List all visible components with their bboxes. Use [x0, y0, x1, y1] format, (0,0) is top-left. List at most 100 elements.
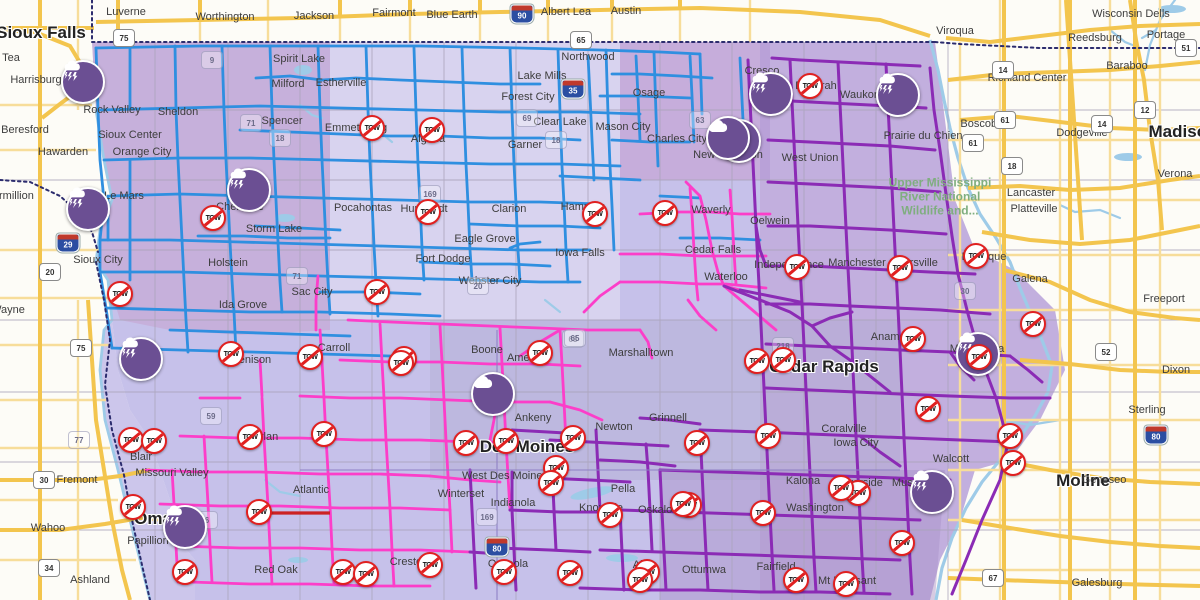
- cloud-marker-circle[interactable]: [706, 116, 750, 160]
- storm-alert-marker[interactable]: [61, 60, 105, 104]
- storm-alert-marker[interactable]: [227, 168, 271, 212]
- storm-marker-circle[interactable]: [227, 168, 271, 212]
- storm-marker-circle[interactable]: [66, 187, 110, 231]
- tow-ban-marker[interactable]: TOW: [670, 491, 696, 517]
- tow-ban-marker[interactable]: TOW: [200, 205, 226, 231]
- tow-ban-icon[interactable]: TOW: [419, 117, 445, 143]
- tow-ban-marker[interactable]: TOW: [997, 423, 1023, 449]
- tow-ban-icon[interactable]: TOW: [353, 561, 379, 587]
- storm-marker-circle[interactable]: [61, 60, 105, 104]
- tow-ban-marker[interactable]: TOW: [364, 279, 390, 305]
- tow-ban-marker[interactable]: TOW: [353, 561, 379, 587]
- tow-ban-icon[interactable]: TOW: [755, 423, 781, 449]
- tow-ban-icon[interactable]: TOW: [107, 281, 133, 307]
- tow-ban-icon[interactable]: TOW: [246, 499, 272, 525]
- tow-ban-icon[interactable]: TOW: [597, 502, 623, 528]
- tow-ban-marker[interactable]: TOW: [493, 428, 519, 454]
- tow-ban-icon[interactable]: TOW: [141, 428, 167, 454]
- tow-ban-marker[interactable]: TOW: [218, 341, 244, 367]
- tow-ban-icon[interactable]: TOW: [359, 115, 385, 141]
- storm-marker-circle[interactable]: [119, 337, 163, 381]
- storm-marker-circle[interactable]: [876, 73, 920, 117]
- tow-ban-marker[interactable]: TOW: [652, 200, 678, 226]
- tow-ban-marker[interactable]: TOW: [900, 326, 926, 352]
- tow-ban-marker[interactable]: TOW: [784, 254, 810, 280]
- tow-ban-marker[interactable]: TOW: [797, 73, 823, 99]
- tow-ban-icon[interactable]: TOW: [783, 567, 809, 593]
- tow-ban-marker[interactable]: TOW: [237, 424, 263, 450]
- storm-alert-marker[interactable]: [749, 72, 793, 116]
- tow-ban-marker[interactable]: TOW: [311, 421, 337, 447]
- tow-ban-marker[interactable]: TOW: [966, 344, 992, 370]
- tow-ban-marker[interactable]: TOW: [297, 344, 323, 370]
- tow-ban-marker[interactable]: TOW: [684, 430, 710, 456]
- tow-ban-icon[interactable]: TOW: [997, 423, 1023, 449]
- tow-ban-marker[interactable]: TOW: [1000, 450, 1026, 476]
- tow-ban-marker[interactable]: TOW: [889, 530, 915, 556]
- tow-ban-icon[interactable]: TOW: [388, 350, 414, 376]
- tow-ban-marker[interactable]: TOW: [783, 567, 809, 593]
- tow-ban-icon[interactable]: TOW: [1020, 311, 1046, 337]
- tow-ban-marker[interactable]: TOW: [419, 117, 445, 143]
- tow-ban-icon[interactable]: TOW: [311, 421, 337, 447]
- tow-ban-icon[interactable]: TOW: [118, 427, 144, 453]
- cloud-marker-circle[interactable]: [471, 372, 515, 416]
- tow-ban-marker[interactable]: TOW: [415, 199, 441, 225]
- cloud-alert-marker[interactable]: [471, 372, 515, 416]
- tow-ban-marker[interactable]: TOW: [120, 494, 146, 520]
- tow-ban-icon[interactable]: TOW: [828, 475, 854, 501]
- tow-ban-marker[interactable]: TOW: [557, 560, 583, 586]
- tow-ban-marker[interactable]: TOW: [582, 201, 608, 227]
- tow-ban-icon[interactable]: TOW: [784, 254, 810, 280]
- tow-ban-marker[interactable]: TOW: [744, 348, 770, 374]
- tow-ban-marker[interactable]: TOW: [141, 428, 167, 454]
- tow-ban-icon[interactable]: TOW: [297, 344, 323, 370]
- storm-marker-circle[interactable]: [749, 72, 793, 116]
- tow-ban-icon[interactable]: TOW: [527, 340, 553, 366]
- storm-alert-marker[interactable]: [66, 187, 110, 231]
- tow-ban-icon[interactable]: TOW: [833, 571, 859, 597]
- storm-alert-marker[interactable]: [119, 337, 163, 381]
- tow-ban-marker[interactable]: TOW: [833, 571, 859, 597]
- storm-alert-marker[interactable]: [163, 505, 207, 549]
- tow-ban-icon[interactable]: TOW: [770, 347, 796, 373]
- tow-ban-icon[interactable]: TOW: [652, 200, 678, 226]
- tow-ban-icon[interactable]: TOW: [557, 560, 583, 586]
- tow-ban-marker[interactable]: TOW: [770, 347, 796, 373]
- tow-ban-marker[interactable]: TOW: [828, 475, 854, 501]
- tow-ban-marker[interactable]: TOW: [118, 427, 144, 453]
- tow-ban-marker[interactable]: TOW: [527, 340, 553, 366]
- tow-ban-icon[interactable]: TOW: [797, 73, 823, 99]
- tow-ban-icon[interactable]: TOW: [218, 341, 244, 367]
- tow-ban-icon[interactable]: TOW: [915, 396, 941, 422]
- tow-ban-icon[interactable]: TOW: [889, 530, 915, 556]
- tow-ban-icon[interactable]: TOW: [684, 430, 710, 456]
- cloud-alert-marker[interactable]: [706, 116, 750, 160]
- tow-ban-marker[interactable]: TOW: [627, 567, 653, 593]
- tow-ban-marker[interactable]: TOW: [417, 552, 443, 578]
- tow-ban-icon[interactable]: TOW: [453, 430, 479, 456]
- tow-ban-marker[interactable]: TOW: [560, 425, 586, 451]
- tow-ban-marker[interactable]: TOW: [755, 423, 781, 449]
- tow-ban-marker[interactable]: TOW: [453, 430, 479, 456]
- tow-ban-marker[interactable]: TOW: [1020, 311, 1046, 337]
- tow-ban-icon[interactable]: TOW: [538, 470, 564, 496]
- tow-ban-marker[interactable]: TOW: [963, 243, 989, 269]
- tow-ban-icon[interactable]: TOW: [887, 255, 913, 281]
- tow-ban-icon[interactable]: TOW: [120, 494, 146, 520]
- tow-ban-icon[interactable]: TOW: [493, 428, 519, 454]
- tow-ban-icon[interactable]: TOW: [237, 424, 263, 450]
- tow-ban-icon[interactable]: TOW: [670, 491, 696, 517]
- tow-ban-icon[interactable]: TOW: [560, 425, 586, 451]
- storm-alert-marker[interactable]: [910, 470, 954, 514]
- tow-ban-marker[interactable]: TOW: [246, 499, 272, 525]
- storm-marker-circle[interactable]: [163, 505, 207, 549]
- tow-ban-icon[interactable]: TOW: [900, 326, 926, 352]
- tow-ban-icon[interactable]: TOW: [966, 344, 992, 370]
- tow-ban-icon[interactable]: TOW: [963, 243, 989, 269]
- tow-ban-icon[interactable]: TOW: [582, 201, 608, 227]
- tow-ban-marker[interactable]: TOW: [887, 255, 913, 281]
- storm-alert-marker[interactable]: [876, 73, 920, 117]
- tow-ban-icon[interactable]: TOW: [491, 559, 517, 585]
